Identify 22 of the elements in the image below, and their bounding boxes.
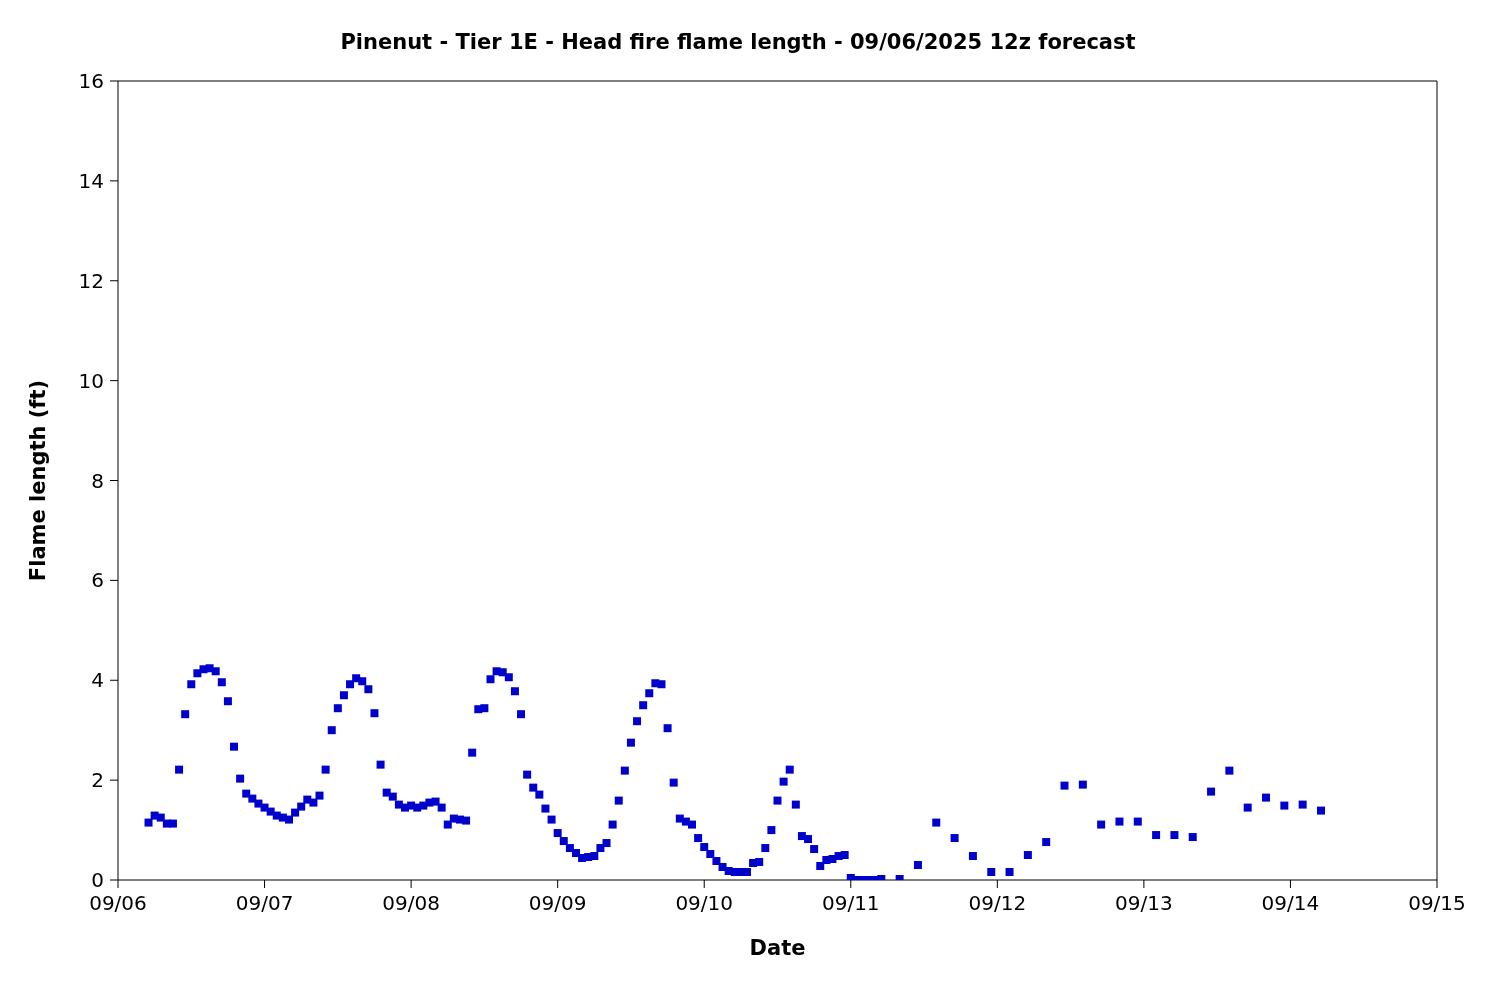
x-tick-label: 09/14	[1261, 891, 1320, 916]
x-tick-label: 09/12	[968, 891, 1027, 916]
x-tick-label: 09/08	[382, 891, 440, 916]
y-tick-label: 12	[78, 268, 104, 293]
y-tick-label: 16	[78, 69, 104, 94]
x-tick-label: 09/11	[821, 891, 880, 916]
x-tick-label: 09/13	[1115, 891, 1173, 916]
y-tick-label: 0	[91, 868, 104, 893]
y-tick-label: 6	[91, 568, 104, 593]
y-tick-label: 10	[78, 368, 104, 393]
chart-title: Pinenut - Tier 1E - Head fire flame length - 09/06/2025 12z forecast	[339, 30, 1137, 56]
y-axis-title: Flame length (ft)	[26, 379, 51, 582]
x-tick-label: 09/10	[675, 891, 734, 916]
y-tick-label: 8	[91, 468, 104, 493]
y-tick-label: 14	[78, 168, 104, 193]
x-tick-label: 09/07	[235, 891, 294, 916]
x-axis-title: Date	[749, 936, 806, 960]
y-tick-label: 2	[91, 768, 104, 793]
y-tick-label: 4	[91, 668, 104, 693]
x-tick-label: 09/06	[89, 891, 147, 916]
x-tick-label: 09/09	[528, 891, 587, 916]
x-tick-label: 09/15	[1408, 891, 1466, 916]
